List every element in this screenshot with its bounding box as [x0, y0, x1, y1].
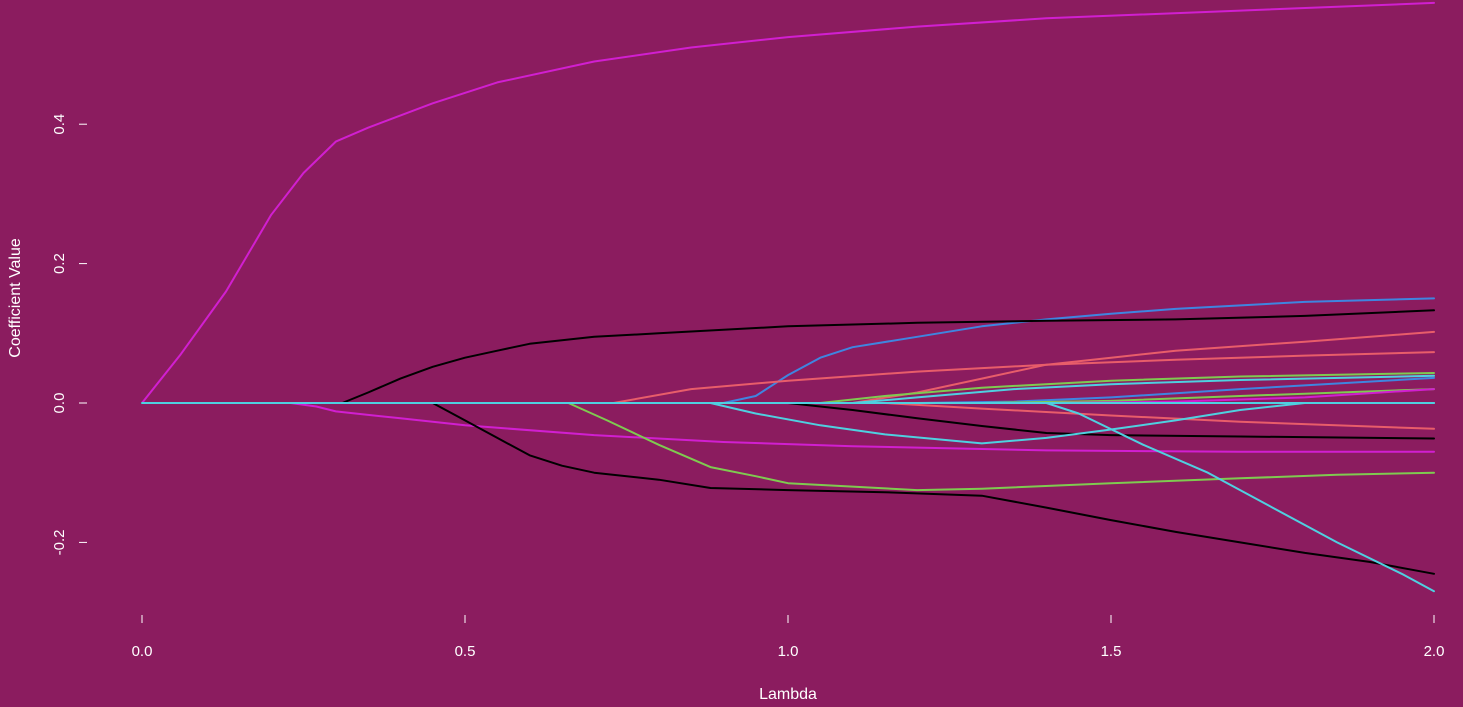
x-axis: 0.0 0.5 1.0 1.5 2.0: [132, 615, 1445, 660]
coefficient-path-line: [141, 402, 1435, 440]
x-axis-title: Lambda: [759, 686, 817, 703]
y-tick-label: 0.0: [51, 393, 68, 414]
y-tick-label: 0.4: [51, 114, 68, 135]
x-tick-label: 1.5: [1101, 643, 1122, 660]
coefficient-path-line: [141, 402, 1435, 575]
x-tick-label: 0.5: [455, 643, 476, 660]
y-tick-label: 0.2: [51, 253, 68, 274]
coefficient-path-line: [141, 402, 1435, 593]
y-tick-label: -0.2: [51, 529, 68, 555]
series-layer: [141, 1, 1435, 593]
x-tick-label: 1.0: [778, 643, 799, 660]
coefficient-path-line: [141, 402, 1435, 453]
x-tick-label: 0.0: [132, 643, 153, 660]
coefficient-path-line: [141, 351, 1435, 404]
x-tick-label: 2.0: [1424, 643, 1445, 660]
coefficient-path-line: [141, 309, 1435, 404]
coefficient-path-line: [141, 402, 1435, 445]
y-axis-title: Coefficient Value: [7, 238, 24, 358]
coefficient-path-line: [141, 297, 1435, 404]
y-axis: -0.2 0.0 0.2 0.4: [51, 114, 87, 555]
coefficient-path-line: [141, 1, 1435, 404]
